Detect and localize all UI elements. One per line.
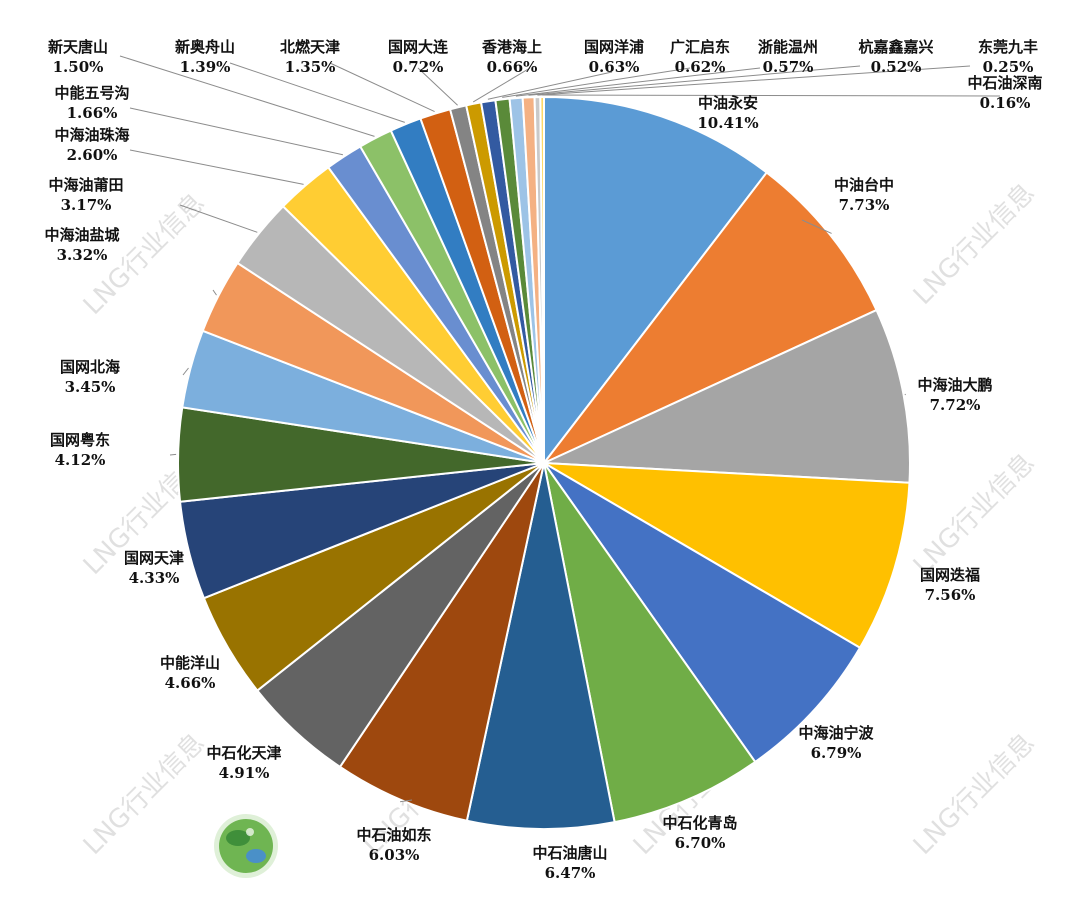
slice-name-label: 中能五号沟 (54, 84, 129, 102)
slice-value-label: 0.63% (589, 58, 640, 76)
leader-line-22 (472, 67, 531, 103)
slice-value-label: 1.66% (67, 104, 118, 122)
slice-value-label: 6.79% (811, 744, 862, 762)
slice-name-label: 中石化天津 (206, 744, 281, 762)
slice-name-label: 杭嘉鑫嘉兴 (858, 38, 933, 56)
slice-name-label: 中能洋山 (160, 654, 220, 672)
slice-value-label: 4.33% (129, 569, 180, 587)
logo-globe (214, 814, 278, 878)
slice-value-label: 0.16% (980, 94, 1031, 112)
slice-name-label: 中油台中 (834, 176, 894, 194)
slice-value-label: 0.66% (487, 58, 538, 76)
slice-name-label: 国网大连 (388, 38, 449, 56)
slice-name-label: 国网洋浦 (584, 38, 644, 56)
slice-name-label: 中海油莆田 (48, 176, 123, 194)
slice-value-label: 6.47% (545, 864, 596, 882)
leader-line-13 (182, 367, 189, 376)
slice-value-label: 0.57% (763, 58, 814, 76)
slice-value-label: 3.32% (57, 246, 108, 264)
slice-name-label: 广汇启东 (670, 38, 730, 56)
slice-name-label: 中海油盐城 (44, 226, 119, 244)
slice-value-label: 2.60% (67, 146, 118, 164)
slice-value-label: 1.35% (285, 58, 336, 76)
pie-slice-28 (539, 95, 545, 464)
slice-name-label: 浙能温州 (758, 38, 818, 56)
leader-line-16 (129, 149, 304, 185)
slice-value-label: 7.72% (930, 396, 981, 414)
leader-line-8 (400, 799, 413, 803)
slice-value-label: 0.62% (675, 58, 726, 76)
pie-slice-8 (338, 462, 545, 822)
pie-slice-6 (543, 462, 757, 824)
watermark-text: LNG行业信息 (78, 728, 211, 861)
slice-name-label: 新天唐山 (48, 38, 108, 56)
pie-slice-3 (543, 308, 911, 484)
leader-line-14 (212, 289, 217, 296)
leader-line-3 (904, 393, 906, 396)
slice-name-label: 中石化青岛 (662, 814, 737, 832)
slice-labels: 中油永安 10.41% 中油台中 7.73% 中海油大鹏 7.72% 国网迭福 7.56% 中海… (44, 38, 1042, 882)
slice-value-label: 6.03% (369, 846, 420, 864)
slice-value-label: 6.70% (675, 834, 726, 852)
watermark-text: LNG行业信息 (908, 728, 1041, 861)
pie-slice-4 (543, 462, 911, 650)
leader-line-21 (417, 67, 458, 106)
slice-name-label: 中石油如东 (356, 826, 431, 844)
slice-value-label: 4.12% (55, 451, 106, 469)
slice-value-label: 10.41% (697, 114, 758, 132)
slice-name-label: 中石油唐山 (532, 844, 607, 862)
slice-value-label: 1.50% (53, 58, 104, 76)
slice-name-label: 国网天津 (124, 549, 184, 567)
leader-lines (119, 55, 1001, 803)
slice-name-label: 中海油大鹏 (917, 376, 992, 394)
slice-value-label: 4.91% (219, 764, 270, 782)
leader-line-26 (528, 65, 861, 96)
slice-name-label: 国网迭福 (920, 566, 980, 584)
leader-line-2 (801, 219, 832, 234)
slice-name-label: 中油永安 (698, 94, 758, 112)
slice-value-label: 3.45% (65, 378, 116, 396)
slice-value-label: 3.17% (61, 196, 112, 214)
slice-name-label: 中海油珠海 (54, 126, 129, 144)
watermark-text: LNG行业信息 (908, 178, 1041, 311)
slice-value-label: 1.39% (180, 58, 231, 76)
leader-line-18 (119, 55, 375, 137)
slice-name-label: 北燃天津 (280, 38, 340, 56)
leader-line-12 (169, 453, 177, 456)
leader-line-19 (229, 62, 405, 123)
leader-line-23 (487, 71, 613, 100)
pie-slice-2 (543, 171, 878, 464)
slice-value-label: 4.66% (165, 674, 216, 692)
leader-line-20 (329, 62, 435, 113)
watermark-text: LNG行业信息 (908, 448, 1041, 581)
slice-value-label: 7.73% (839, 196, 890, 214)
slice-name-label: 国网粤东 (50, 431, 110, 449)
slice-name-label: 国网北海 (60, 358, 120, 376)
pie-slice-5 (543, 462, 862, 764)
slice-name-label: 中海油宁波 (798, 724, 874, 742)
leader-line-28 (542, 94, 1001, 97)
slice-name-label: 新奥舟山 (175, 38, 235, 56)
pie-slice-7 (465, 462, 616, 830)
leader-line-25 (515, 67, 761, 97)
leader-line-27 (537, 65, 971, 96)
slice-value-label: 7.56% (925, 586, 976, 604)
slice-value-label: 0.52% (871, 58, 922, 76)
leader-line-24 (502, 67, 691, 98)
pie-slices (177, 95, 911, 830)
slice-value-label: 0.72% (393, 58, 444, 76)
slice-name-label: 中石油深南 (967, 74, 1042, 92)
slice-name-label: 香港海上 (482, 38, 542, 56)
leader-line-15 (179, 204, 258, 233)
pie-slice-1 (543, 95, 769, 466)
slice-name-label: 东莞九丰 (978, 38, 1038, 56)
leader-line-17 (129, 107, 344, 156)
slice-value-label: 0.25% (983, 58, 1034, 76)
